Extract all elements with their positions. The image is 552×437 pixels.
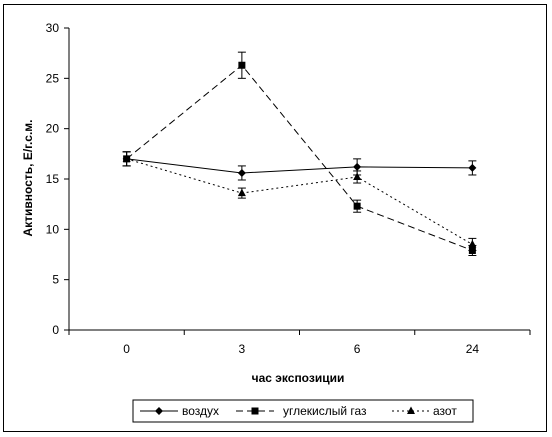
legend-item-2: углекислый газ	[236, 404, 367, 418]
y-tick-label: 30	[46, 21, 60, 35]
x-tick-label: 0	[123, 342, 130, 356]
series-3	[122, 151, 477, 251]
y-tick-label: 10	[46, 222, 60, 236]
data-point	[238, 61, 246, 69]
legend-marker	[251, 407, 259, 415]
y-axis-title: Активность, Е/г.с.м.	[21, 119, 35, 236]
data-point	[353, 162, 362, 171]
series-layer	[122, 51, 477, 257]
data-point	[353, 202, 361, 210]
axes: 0 5 10 15 20 25 30 0 3 6 24	[46, 21, 531, 356]
x-tick-label: 3	[239, 342, 246, 356]
data-point	[468, 239, 477, 248]
legend-box	[132, 399, 474, 423]
y-tick-label: 25	[46, 71, 60, 85]
x-tick-label: 24	[466, 342, 480, 356]
x-axis-title: час экспозиции	[252, 371, 345, 385]
y-tick-label: 15	[46, 172, 60, 186]
legend-label: азот	[433, 404, 457, 418]
series-2	[122, 51, 477, 257]
legend-label: углекислый газ	[283, 404, 367, 418]
legend-item-3: азот	[392, 404, 457, 418]
legend: воздух углекислый газ азот	[132, 399, 474, 423]
chart-frame	[3, 4, 547, 432]
series-1	[122, 151, 477, 181]
series-line	[126, 64, 473, 251]
legend-label: воздух	[182, 404, 219, 418]
y-tick-label: 0	[52, 323, 59, 337]
data-point	[468, 163, 477, 172]
data-point	[237, 188, 246, 197]
legend-marker	[407, 406, 415, 414]
y-tick-label: 20	[46, 122, 60, 136]
y-tick-label: 5	[52, 273, 59, 287]
legend-item-1: воздух	[140, 404, 219, 418]
x-tick-label: 6	[354, 342, 361, 356]
data-point	[237, 168, 246, 177]
data-point	[353, 172, 362, 180]
series-line	[126, 158, 473, 174]
series-line	[126, 158, 473, 245]
data-point	[122, 154, 131, 162]
legend-marker	[155, 407, 163, 415]
